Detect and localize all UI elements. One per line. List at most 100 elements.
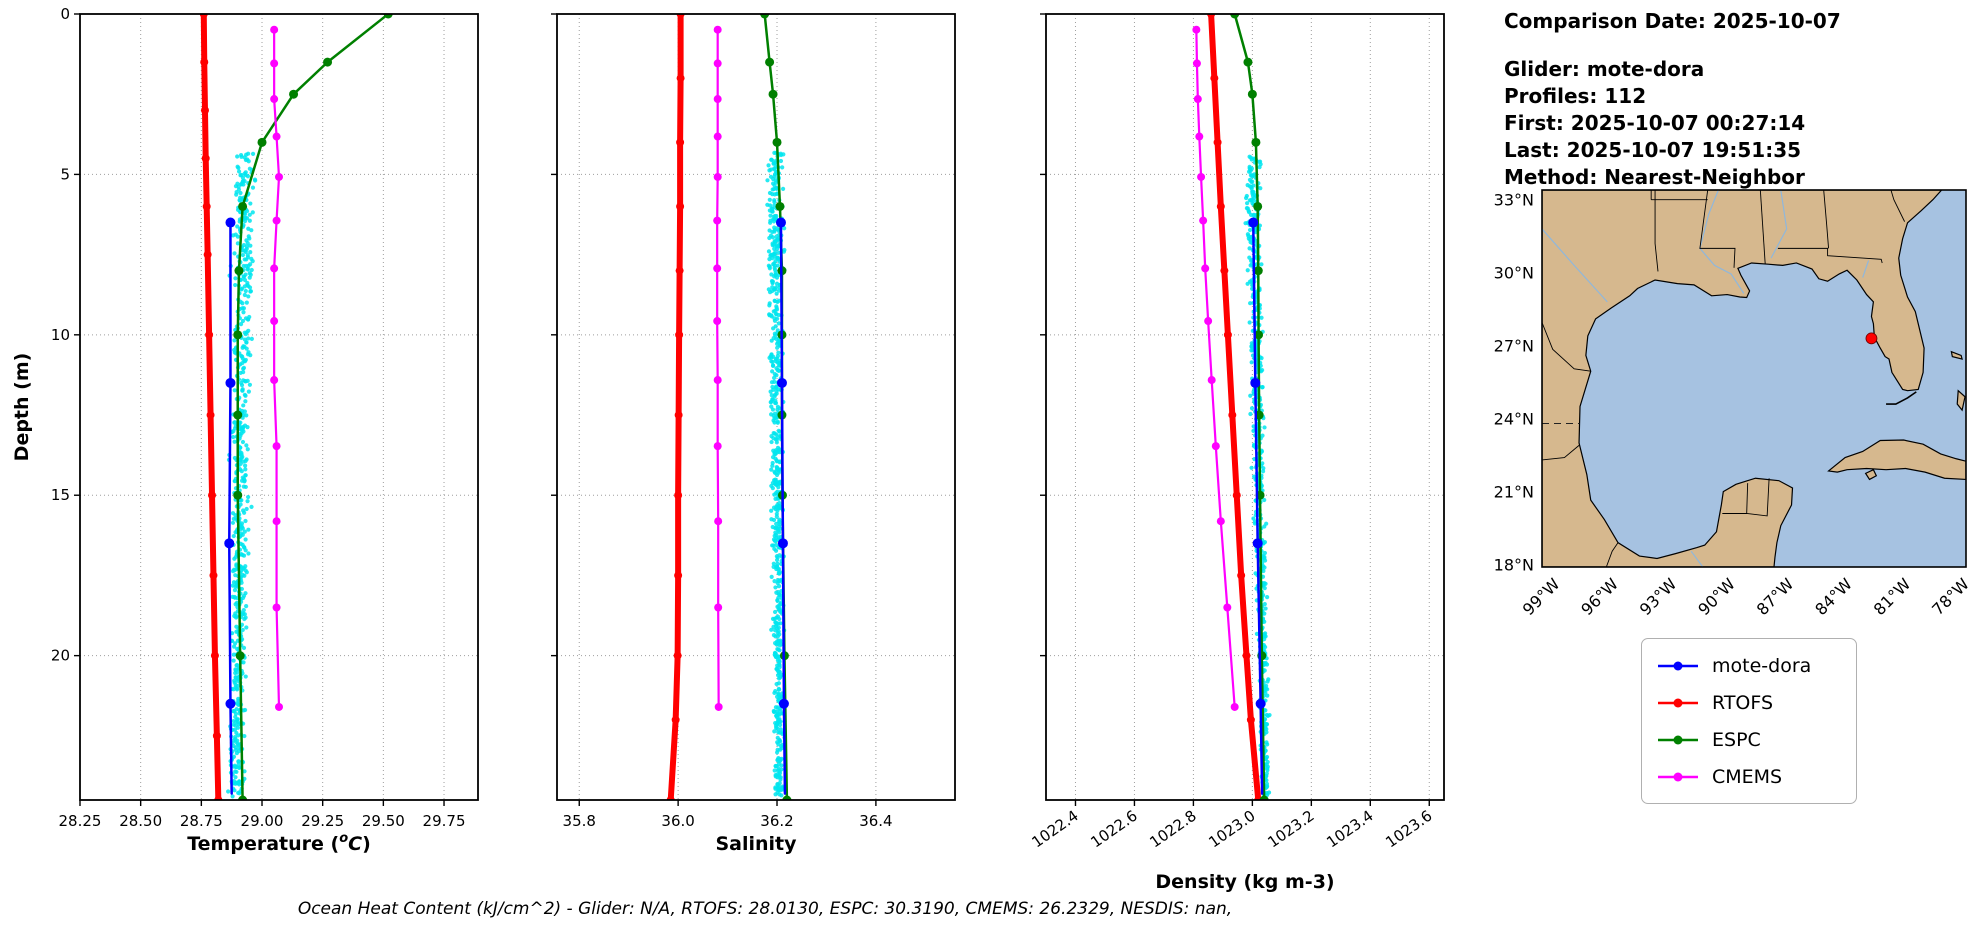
river-line [1770,190,1788,259]
last-profile-time-text: Last: 2025-10-07 19:51:35 [1504,138,1802,162]
density-profile-chart: 1022.4 1022.6 1022.8 1023.0 1023.2 1023.4 1023… [965,0,1505,930]
series-CMEMS [713,25,723,711]
river-line [1542,228,1608,303]
svg-text:96°W: 96°W [1577,574,1622,619]
salinity-plot-svg: 35.8 36.0 36.2 36.4 Salinity [551,13,956,855]
legend-line-swatch [1656,656,1700,676]
svg-text:93°W: 93°W [1636,574,1681,619]
svg-text:0: 0 [60,5,70,23]
grid [1046,13,1444,800]
svg-text:18°N: 18°N [1494,556,1534,575]
series-mote-dora [224,217,236,795]
series-RTOFS [666,13,685,801]
state-border-line [1777,247,1883,264]
salinity-profile-chart: 35.8 36.0 36.2 36.4 Salinity [480,0,1000,900]
map-layers [1542,190,1966,567]
x-axis-label: Salinity [715,833,797,855]
svg-text:81°W: 81°W [1870,574,1915,619]
legend: mote-dora RTOFS ESPC CMEMS [1641,638,1857,804]
legend-label: CMEMS [1712,765,1783,788]
svg-text:29.25: 29.25 [301,812,344,830]
state-border-line [1823,190,1830,249]
legend-item-RTOFS: RTOFS [1656,684,1842,721]
svg-text:28.75: 28.75 [180,812,223,830]
legend-line-swatch [1656,767,1700,787]
series-group [199,13,393,801]
gulf-of-mexico-map: 33°N 30°N 27°N 24°N 21°N 18°N 99°W 96°W 93°W 90°W… [1440,150,1987,670]
legend-line-swatch [1656,693,1700,713]
legend-item-ESPC: ESPC [1656,721,1842,758]
map-svg: 33°N 30°N 27°N 24°N 21°N 18°N99°W 96°W 93°W 90°W… [1494,189,1973,619]
svg-text:10: 10 [51,326,70,344]
legend-label: mote-dora [1712,654,1812,677]
state-border-line [1890,190,1905,222]
y-axis-label: Depth (m) [11,353,33,462]
svg-text:30°N: 30°N [1494,264,1534,283]
glider-location-marker [1865,332,1878,345]
series-mote-dora [1248,217,1266,795]
svg-text:1023.2: 1023.2 [1264,807,1317,852]
density-plot-svg: 1022.4 1022.6 1022.8 1023.0 1023.2 1023.4 1023… [1028,13,1445,893]
svg-text:20: 20 [51,647,70,665]
state-border-line [1699,190,1736,268]
tick-labels: 28.25 28.50 28.75 29.00 29.25 29.50 29.75 0 5 10 1… [51,5,466,830]
land-polygon [1542,190,1943,567]
svg-text:29.75: 29.75 [423,812,466,830]
info-panel: Comparison Date: 2025-10-07 Glider: mote… [1504,8,1982,191]
legend-label: ESPC [1712,728,1761,751]
river-line [1699,190,1745,294]
first-profile-time-text: First: 2025-10-07 00:27:14 [1504,111,1806,135]
axes-frame [79,13,479,801]
svg-text:1023.6: 1023.6 [1382,807,1435,852]
series-group [1192,13,1272,801]
glider-name-text: Glider: mote-dora [1504,57,1705,81]
svg-text:1022.6: 1022.6 [1087,807,1140,852]
x-axis-label: Density (kg m-3) [1155,871,1334,893]
svg-text:87°W: 87°W [1753,574,1798,619]
svg-text:15: 15 [51,486,70,504]
svg-text:5: 5 [60,165,70,183]
temperature-profile-chart: 28.25 28.50 28.75 29.00 29.25 29.50 29.75 0 5 10 1… [0,0,520,900]
state-border-line [1654,190,1659,272]
svg-text:36.0: 36.0 [661,812,694,830]
state-border-line [1759,190,1766,265]
legend-item-mote-dora: mote-dora [1656,647,1842,684]
ocean-heat-content-caption: Ocean Heat Content (kJ/cm^2) - Glider: N… [297,899,1233,919]
svg-text:21°N: 21°N [1494,483,1534,502]
axes-frame [1045,13,1445,801]
svg-text:35.8: 35.8 [563,812,596,830]
land-polygon [1827,439,1966,481]
axes-frame [556,13,956,801]
series-RTOFS [199,13,223,801]
land-polygon [1950,350,1963,360]
grid [557,13,955,800]
svg-text:1023.4: 1023.4 [1323,807,1376,852]
svg-text:28.25: 28.25 [59,812,102,830]
profiles-count-text: Profiles: 112 [1504,84,1647,108]
svg-text:90°W: 90°W [1694,574,1739,619]
legend-item-CMEMS: CMEMS [1656,758,1842,795]
state-border-line [1542,445,1580,461]
svg-text:36.2: 36.2 [760,812,793,830]
svg-text:27°N: 27°N [1494,337,1534,356]
svg-text:29.00: 29.00 [241,812,284,830]
land-polygon [1864,468,1878,481]
river-line [1862,260,1870,278]
svg-text:84°W: 84°W [1811,574,1856,619]
tick-labels: 35.8 36.0 36.2 36.4 [551,13,893,830]
comparison-date-text: Comparison Date: 2025-10-07 [1504,9,1841,33]
series-mote-dora [775,217,789,795]
series-RTOFS [1207,13,1263,801]
land-polygon [1956,389,1966,412]
svg-text:28.50: 28.50 [119,812,162,830]
state-border-line [1746,478,1770,517]
series-ESPC [233,13,393,801]
svg-text:36.4: 36.4 [859,812,892,830]
map-frame [1541,189,1967,568]
svg-text:99°W: 99°W [1519,574,1564,619]
series-CMEMS [1192,25,1239,711]
method-text: Method: Nearest-Neighbor [1504,165,1805,189]
state-border-line [1605,542,1619,567]
svg-text:29.50: 29.50 [362,812,405,830]
series-group [666,13,792,801]
